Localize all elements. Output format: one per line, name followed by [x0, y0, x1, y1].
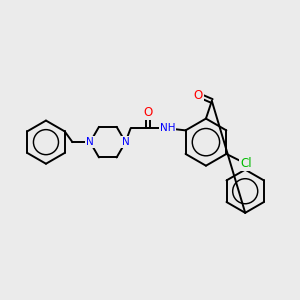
Text: O: O	[194, 88, 203, 101]
Text: N: N	[122, 137, 129, 147]
Text: Cl: Cl	[240, 157, 252, 170]
Text: NH: NH	[160, 123, 176, 134]
Text: O: O	[144, 106, 153, 119]
Text: N: N	[86, 137, 94, 147]
